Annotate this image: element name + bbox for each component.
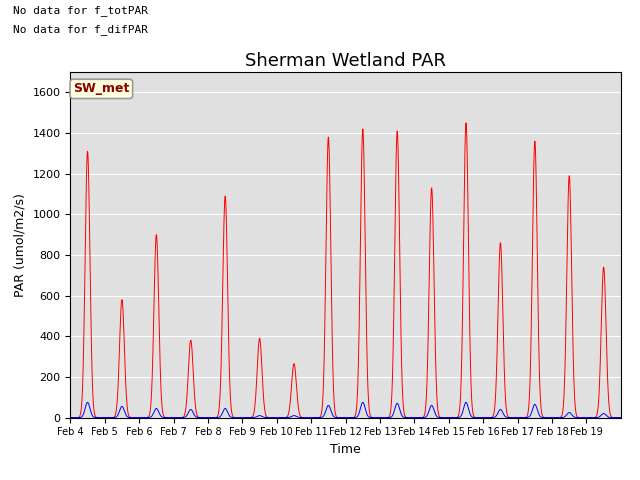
- PAR_out: [366, 415, 374, 420]
- Line: PAR_out: PAR_out: [70, 402, 621, 418]
- PAR_in: [366, 411, 374, 417]
- PAR_out: [497, 407, 504, 412]
- PAR_in: [617, 415, 625, 420]
- Text: No data for f_difPAR: No data for f_difPAR: [13, 24, 148, 35]
- PAR_in: [524, 412, 531, 418]
- Text: No data for f_totPAR: No data for f_totPAR: [13, 5, 148, 16]
- X-axis label: Time: Time: [330, 443, 361, 456]
- Text: SW_met: SW_met: [73, 83, 129, 96]
- Title: Sherman Wetland PAR: Sherman Wetland PAR: [245, 52, 446, 71]
- PAR_in: [538, 411, 546, 417]
- PAR_out: [84, 399, 92, 405]
- PAR_in: [462, 120, 470, 126]
- Y-axis label: PAR (umol/m2/s): PAR (umol/m2/s): [14, 193, 27, 297]
- PAR_out: [396, 406, 403, 411]
- PAR_in: [497, 240, 504, 246]
- Line: PAR_in: PAR_in: [70, 123, 621, 418]
- PAR_out: [67, 415, 74, 420]
- PAR_out: [617, 415, 625, 420]
- PAR_out: [180, 414, 188, 420]
- PAR_out: [538, 415, 546, 420]
- PAR_in: [180, 412, 188, 418]
- PAR_in: [396, 227, 403, 233]
- PAR_out: [524, 415, 531, 420]
- PAR_in: [67, 415, 74, 420]
